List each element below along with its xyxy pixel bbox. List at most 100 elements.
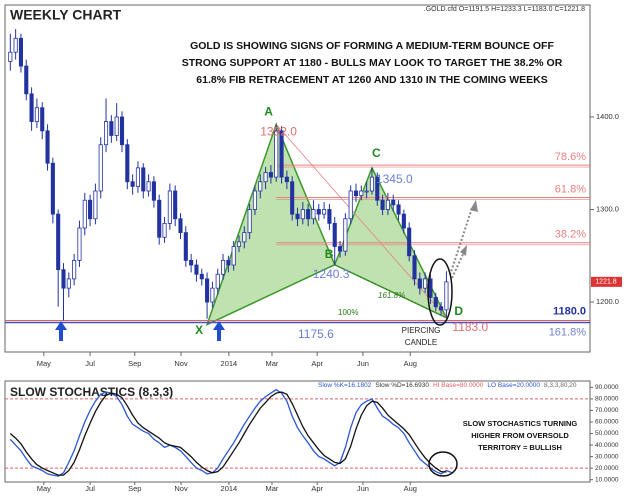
candle-body bbox=[343, 218, 348, 252]
candle-body bbox=[88, 199, 93, 220]
stoch-header: Slow %K=16.1802 Slow %D=16.6930 HI Base=80… bbox=[318, 382, 577, 389]
candle-body bbox=[268, 172, 273, 178]
extension-line bbox=[334, 264, 447, 319]
y-tick-label: 1400.0 bbox=[596, 112, 619, 121]
y-tick-label: 60.0000 bbox=[595, 419, 619, 426]
header: .GOLD.cfd O=1191.5 H=1233.3 L=1183.0 C=1… bbox=[424, 6, 585, 13]
candle-body bbox=[412, 255, 417, 280]
candle-body bbox=[189, 259, 194, 266]
y-tick-label: 70.0000 bbox=[595, 407, 619, 414]
candle-body bbox=[56, 213, 61, 271]
x-tick-label: Nov bbox=[174, 359, 188, 368]
candle-body bbox=[385, 199, 390, 210]
candle-body bbox=[332, 222, 337, 247]
candle-body bbox=[252, 190, 258, 210]
main-layer: WEEKLY CHART .GOLD.cfd O=1191.5 H=1233.3 … bbox=[5, 6, 622, 368]
candle-note: CANDLE bbox=[405, 338, 437, 347]
candle-body bbox=[18, 37, 24, 67]
last-price-label: 1221.8 bbox=[595, 279, 617, 286]
support-arrows bbox=[55, 321, 225, 341]
candle-body bbox=[157, 199, 162, 238]
candle-body bbox=[215, 273, 220, 289]
candle-body bbox=[258, 181, 263, 192]
note: HIGHER FROM OVERSOLD bbox=[471, 431, 569, 440]
note: TERRITORY = BULLISH bbox=[478, 443, 562, 452]
extension-label: 161.8% bbox=[378, 291, 405, 300]
header-part: Slow %D=16.6930 bbox=[375, 382, 429, 389]
candle-body bbox=[290, 181, 295, 215]
candle-body bbox=[103, 121, 109, 146]
candle-body bbox=[135, 167, 141, 187]
pattern-point-label: D bbox=[454, 304, 463, 318]
candle-body bbox=[348, 190, 353, 220]
candle-body bbox=[40, 107, 45, 132]
candle-body bbox=[93, 190, 98, 220]
candle-body bbox=[50, 162, 55, 215]
header-part: 8,3,3,80,20 bbox=[544, 382, 577, 389]
x-tick-label: Sep bbox=[128, 359, 141, 368]
candle-body bbox=[109, 121, 114, 136]
x-tick-label: 2014 bbox=[221, 359, 238, 368]
candle-body bbox=[167, 190, 172, 224]
x-tick-label: Aug bbox=[404, 359, 417, 368]
candle-body bbox=[300, 209, 305, 220]
candle-body bbox=[322, 209, 327, 215]
candle-body bbox=[61, 269, 66, 289]
pattern-point-label: X bbox=[195, 323, 203, 337]
xa-label: 100% bbox=[338, 308, 358, 317]
candle-body bbox=[146, 181, 151, 192]
series-line bbox=[9, 391, 447, 476]
x-tick-label: Mar bbox=[266, 484, 279, 493]
candle-body bbox=[311, 209, 316, 220]
support-label: 1180.0 bbox=[553, 305, 586, 317]
candle-body bbox=[439, 306, 444, 311]
headline: STRONG SUPPORT AT 1180 - BULLS MAY LOOK … bbox=[182, 57, 563, 69]
pattern-price-label: 1345.0 bbox=[376, 172, 413, 186]
candle-body bbox=[24, 65, 29, 95]
x-tick-label: Aug bbox=[404, 484, 417, 493]
note: SLOW STOCHASTICS TURNING bbox=[463, 419, 578, 428]
candle-body bbox=[423, 278, 428, 289]
x-tick-label: Apr bbox=[311, 484, 323, 493]
candle-body bbox=[337, 246, 343, 252]
candle-body bbox=[279, 130, 284, 178]
pattern-point-label: C bbox=[372, 146, 381, 160]
candle-body bbox=[369, 176, 375, 192]
candle-body bbox=[316, 209, 321, 215]
candle-body bbox=[396, 204, 401, 215]
candle-body bbox=[433, 297, 438, 308]
x-tick-label: Jul bbox=[85, 484, 95, 493]
stoch-panel bbox=[4, 380, 591, 483]
y-tick-label: 30.0000 bbox=[595, 453, 619, 460]
candle-body bbox=[359, 190, 364, 197]
candle-body bbox=[380, 199, 385, 210]
candle-body bbox=[82, 199, 87, 229]
fib-label: 38.2% bbox=[555, 229, 586, 241]
candle-body bbox=[162, 222, 167, 238]
candle-body bbox=[401, 213, 406, 229]
candle-body bbox=[66, 278, 71, 289]
panel-title: SLOW STOCHASTICS (8,3,3) bbox=[10, 385, 173, 399]
candle-body bbox=[220, 259, 226, 275]
candle-body bbox=[306, 209, 311, 220]
last-price-tag bbox=[591, 276, 622, 287]
candle-body bbox=[375, 176, 380, 201]
candle-body bbox=[173, 190, 178, 220]
candle-body bbox=[236, 241, 242, 247]
x-tick-label: May bbox=[37, 359, 51, 368]
candle-body bbox=[407, 227, 412, 257]
candle-body bbox=[125, 144, 130, 183]
chart-title: WEEKLY CHART bbox=[10, 7, 122, 23]
candle-body bbox=[247, 209, 252, 234]
x-tick-label: Jul bbox=[85, 359, 95, 368]
candle-body bbox=[8, 51, 13, 62]
candle-body bbox=[114, 116, 119, 136]
candle-body bbox=[274, 130, 279, 178]
headline: 61.8% FIB RETRACEMENT AT 1260 AND 1310 I… bbox=[196, 74, 547, 86]
candle-body bbox=[119, 116, 125, 146]
highlight-ellipse bbox=[427, 258, 453, 326]
candle-body bbox=[151, 181, 156, 201]
candle-body bbox=[226, 259, 231, 266]
